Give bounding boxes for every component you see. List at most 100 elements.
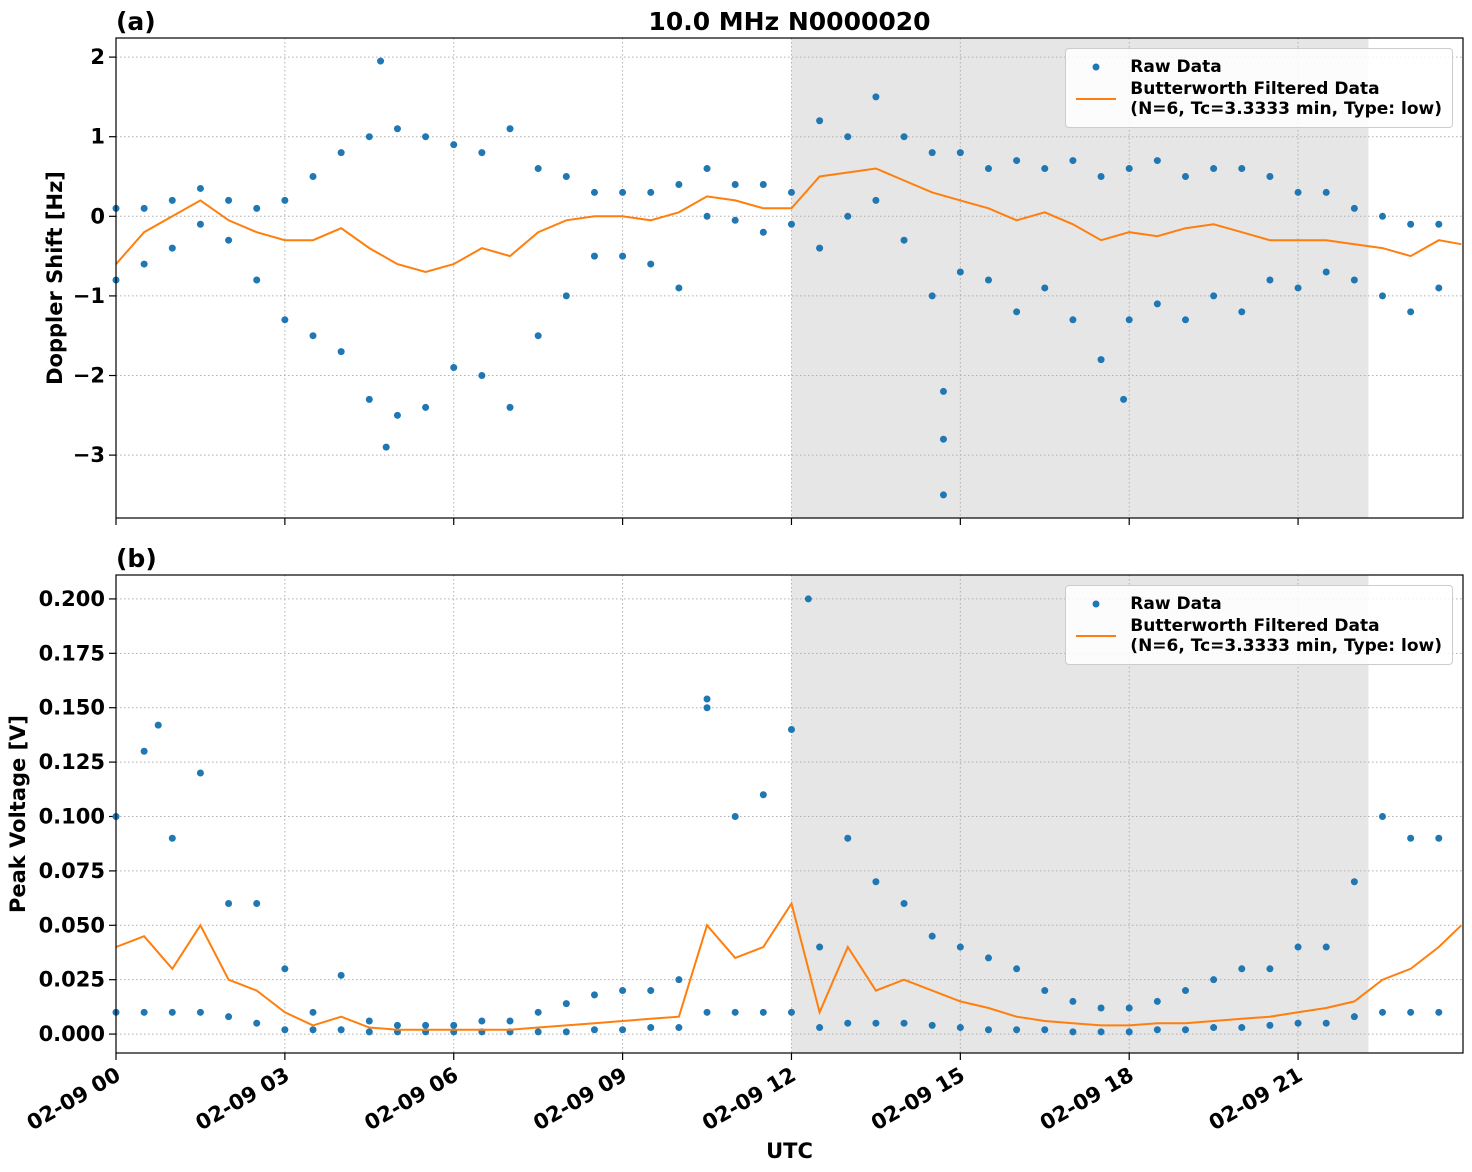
data-point <box>506 1017 514 1025</box>
y-axis-label: Doppler Shift [Hz] <box>43 171 67 385</box>
data-point <box>1069 1028 1077 1036</box>
data-point <box>900 236 908 244</box>
y-tick-label: 0.075 <box>39 859 105 883</box>
x-tick-label: 02-09 09 <box>529 1063 631 1136</box>
data-point <box>731 180 739 188</box>
data-point <box>1153 1026 1161 1034</box>
data-point <box>562 1000 570 1008</box>
data-point <box>1379 813 1387 821</box>
data-point <box>506 125 514 133</box>
data-point <box>1379 292 1387 300</box>
legend-key <box>1076 89 1117 109</box>
panel-label: (a) <box>116 7 156 36</box>
data-point <box>281 196 289 204</box>
data-point <box>1041 284 1049 292</box>
data-point <box>253 1019 261 1027</box>
data-point <box>422 403 430 411</box>
data-point <box>590 1026 598 1034</box>
data-point <box>281 1026 289 1034</box>
data-point <box>534 1028 542 1036</box>
data-point <box>872 878 880 886</box>
data-point <box>253 204 261 212</box>
data-point <box>1238 308 1246 316</box>
data-point <box>900 900 908 908</box>
data-point <box>1238 965 1246 973</box>
data-point <box>1069 316 1077 324</box>
data-point <box>1097 173 1105 181</box>
data-point <box>309 173 317 181</box>
data-point <box>1266 276 1274 284</box>
data-point <box>900 1019 908 1027</box>
data-point <box>928 932 936 940</box>
data-point <box>619 252 627 260</box>
data-point <box>844 212 852 220</box>
data-point <box>562 173 570 181</box>
x-tick-label: 02-09 06 <box>360 1063 462 1136</box>
data-point <box>1210 1024 1218 1032</box>
data-point <box>562 292 570 300</box>
raw-points <box>112 595 1443 1036</box>
data-point <box>225 900 233 908</box>
data-point <box>1407 834 1415 842</box>
y-tick-label: 0 <box>90 204 105 228</box>
data-point <box>731 216 739 224</box>
data-point <box>928 1021 936 1029</box>
data-point <box>281 316 289 324</box>
data-point <box>1379 212 1387 220</box>
data-point <box>787 1008 795 1016</box>
data-point <box>168 196 176 204</box>
data-point <box>1294 1019 1302 1027</box>
x-tick-label: 02-09 12 <box>698 1063 800 1136</box>
data-point <box>939 387 947 395</box>
filtered-line <box>115 167 1462 274</box>
data-point <box>1322 188 1330 196</box>
data-point <box>731 813 739 821</box>
data-point <box>534 165 542 173</box>
legend-swatch <box>1076 635 1117 637</box>
y-axis-label: Peak Voltage [V] <box>6 715 30 913</box>
data-point <box>1379 1008 1387 1016</box>
data-point <box>703 704 711 712</box>
data-point <box>787 725 795 733</box>
data-point <box>337 971 345 979</box>
data-point <box>1210 292 1218 300</box>
data-point <box>393 411 401 419</box>
data-point <box>196 769 204 777</box>
data-point <box>731 1008 739 1016</box>
legend: Raw Data Butterworth Filtered Data (N=6, … <box>1065 48 1453 128</box>
data-point <box>703 695 711 703</box>
data-point <box>1210 165 1218 173</box>
y-tick-label: 0.000 <box>39 1022 105 1046</box>
x-tick-label: 02-09 15 <box>867 1063 969 1136</box>
data-point <box>382 443 390 451</box>
legend-label: Butterworth Filtered Data (N=6, Tc=3.333… <box>1130 79 1442 119</box>
data-point <box>393 125 401 133</box>
y-tick-label: 0.050 <box>39 913 105 937</box>
data-point <box>337 149 345 157</box>
data-point <box>956 943 964 951</box>
data-point <box>1322 1019 1330 1027</box>
data-point <box>1181 987 1189 995</box>
data-point <box>253 276 261 284</box>
data-point <box>675 284 683 292</box>
data-point <box>1013 965 1021 973</box>
y-tick-label: −1 <box>73 284 105 308</box>
data-point <box>1013 308 1021 316</box>
data-point <box>1125 316 1133 324</box>
y-tick-label: 0.175 <box>39 641 105 665</box>
data-point <box>703 165 711 173</box>
data-point <box>337 348 345 356</box>
data-point <box>1322 268 1330 276</box>
data-point <box>816 244 824 252</box>
data-point <box>1435 284 1443 292</box>
data-point <box>844 834 852 842</box>
data-point <box>619 188 627 196</box>
data-point <box>154 721 162 729</box>
data-point <box>1407 220 1415 228</box>
legend-label: Raw Data <box>1130 594 1222 614</box>
data-point <box>365 395 373 403</box>
legend-entry: Raw Data <box>1076 57 1442 77</box>
data-point <box>196 184 204 192</box>
legend-marker <box>1092 600 1100 608</box>
